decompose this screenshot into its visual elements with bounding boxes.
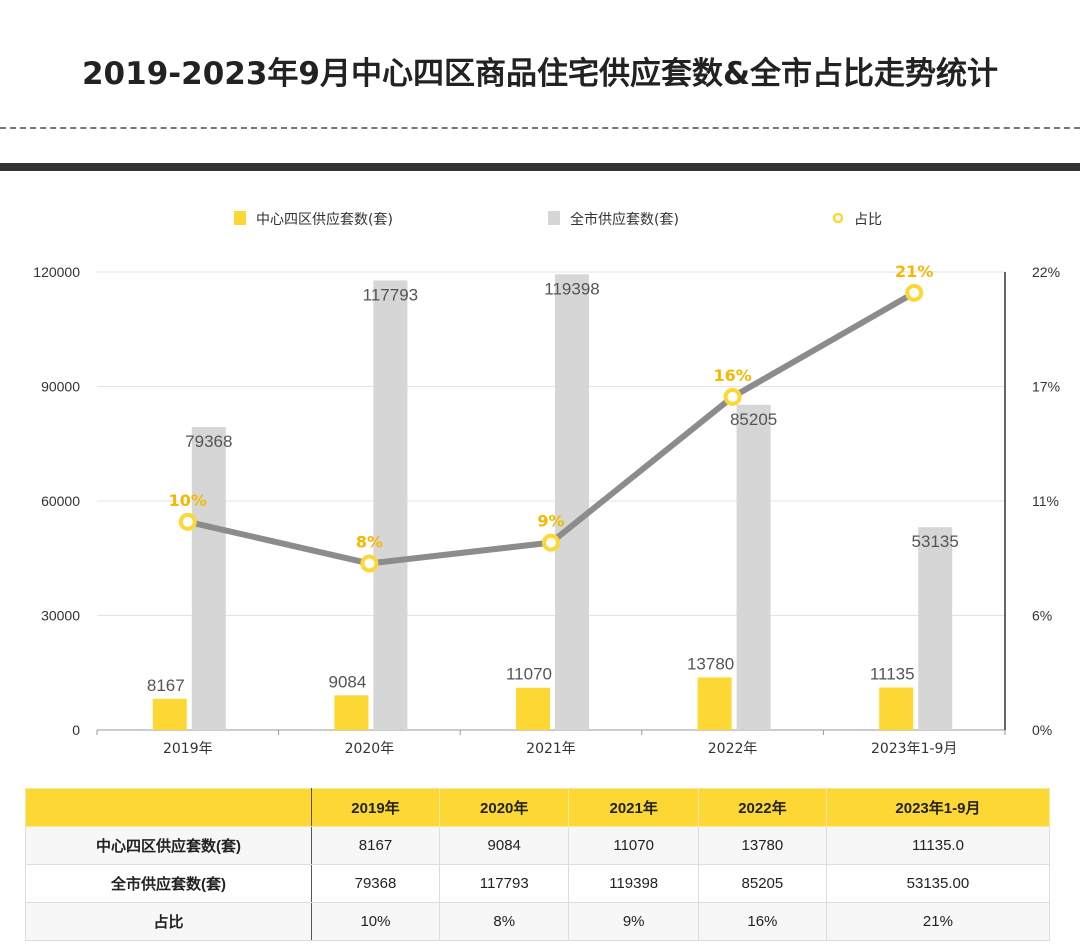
ratio-point (360, 554, 379, 573)
left-tick-label: 90000 (41, 379, 80, 395)
legend-swatch (832, 212, 844, 224)
table-cell: 117793 (438, 864, 570, 903)
legend-label: 中心四区供应套数(套) (256, 211, 393, 228)
right-tick-label: 22% (1032, 264, 1060, 280)
data-table: 2019年 2020年 2021年 2022年 2023年1-9月 中心四区供应套数(套… (25, 788, 1051, 941)
city-bar-label: 79368 (185, 432, 232, 451)
table-row: 全市供应套数(套) 79368 117793 119398 85205 53135.00 (25, 864, 1051, 903)
right-tick-label: 6% (1032, 608, 1052, 624)
central-bar (879, 687, 914, 730)
table-cell: 10% (311, 902, 440, 941)
ratio-label: 16% (713, 366, 751, 385)
right-tick-label: 17% (1032, 379, 1060, 395)
central-bar-label: 9084 (328, 672, 366, 691)
city-bar (918, 527, 953, 730)
central-bar-label: 8167 (147, 676, 185, 695)
table-cell: 21% (825, 902, 1051, 941)
ratio-label: 21% (895, 262, 933, 281)
central-bar (697, 677, 732, 730)
right-tick-label: 0% (1032, 722, 1052, 738)
city-bar-label: 85205 (730, 410, 777, 429)
left-tick-label: 120000 (33, 264, 80, 280)
x-tick-label: 2021年 (526, 741, 576, 757)
ratio-point (542, 533, 560, 552)
left-tick-label: 60000 (41, 493, 80, 509)
dashed-divider (0, 127, 1080, 129)
left-tick-label: 30000 (41, 608, 80, 624)
city-bar (373, 280, 408, 730)
table-header-cell: 2023年1-9月 (825, 788, 1051, 827)
ratio-point (905, 283, 924, 302)
ratio-point (178, 512, 197, 531)
row-header-cell: 占比 (25, 902, 312, 941)
central-bar (516, 687, 550, 730)
table-cell: 16% (697, 902, 827, 941)
table-header-cell (25, 788, 312, 827)
table-cell: 8% (438, 902, 570, 941)
city-bar (736, 404, 771, 730)
thick-divider (0, 163, 1080, 171)
row-header-cell: 中心四区供应套数(套) (25, 826, 312, 865)
ratio-label: 10% (169, 491, 207, 510)
city-bar (191, 427, 226, 730)
table-cell: 9084 (438, 826, 570, 865)
central-bar (152, 698, 187, 730)
ratio-point (723, 387, 742, 406)
table-cell: 85205 (697, 864, 827, 903)
table-cell: 11135.0 (825, 826, 1051, 865)
city-bar-label: 117793 (363, 285, 418, 304)
ratio-label: 9% (537, 512, 564, 531)
x-tick-label: 2020年 (345, 741, 395, 757)
table-cell: 9% (568, 902, 699, 941)
table-cell: 119398 (568, 864, 699, 903)
table-header-cell: 2019年 (311, 788, 440, 827)
legend-swatch (548, 211, 560, 225)
combo-chart: 0 30000 60000 90000 120000 0% 6% 11% 17% 22% 2019年… (33, 211, 1060, 757)
table-cell: 53135.00 (825, 864, 1051, 903)
left-tick-label: 0 (72, 722, 80, 738)
legend-label: 占比 (854, 212, 882, 228)
table-cell: 13780 (697, 826, 827, 865)
table-header-row: 2019年 2020年 2021年 2022年 2023年1-9月 (25, 788, 1051, 827)
central-bar-label: 13780 (687, 654, 734, 673)
x-tick-label: 2023年1-9月 (871, 741, 958, 757)
legend-label: 全市供应套数(套) (570, 211, 679, 228)
table-cell: 8167 (311, 826, 440, 865)
city-bar-label: 119398 (544, 279, 599, 298)
table-cell: 11070 (568, 826, 699, 865)
right-tick-label: 11% (1032, 493, 1059, 509)
page-title: 2019-2023年9月中心四区商品住宅供应套数&全市占比走势统计 (81, 56, 999, 92)
city-bar (555, 274, 589, 730)
central-bar (334, 695, 369, 730)
table-header-cell: 2021年 (568, 788, 699, 827)
central-bar-label: 11070 (506, 665, 552, 684)
legend-swatch (234, 211, 246, 225)
row-header-cell: 全市供应套数(套) (25, 864, 312, 903)
table-header-cell: 2022年 (697, 788, 827, 827)
x-tick-label: 2022年 (708, 741, 758, 757)
table-cell: 79368 (311, 864, 440, 903)
central-bar-label: 11135 (870, 665, 915, 684)
city-bar-label: 53135 (912, 532, 959, 551)
table-row: 中心四区供应套数(套) 8167 9084 11070 13780 11135.0 (25, 826, 1051, 865)
x-tick-label: 2019年 (163, 741, 213, 757)
table-header-cell: 2020年 (438, 788, 570, 827)
ratio-label: 8% (356, 532, 383, 551)
table-row: 占比 10% 8% 9% 16% 21% (25, 902, 1051, 941)
